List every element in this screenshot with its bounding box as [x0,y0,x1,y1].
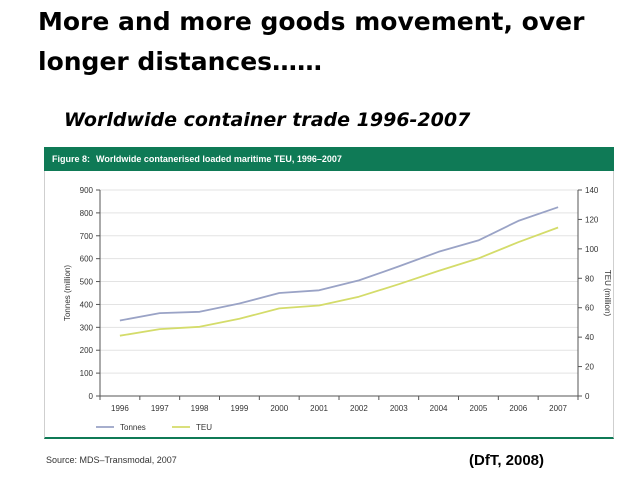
x-tick-label: 2000 [270,404,288,413]
line-chart: 0 100 200 300 400 500 600 700 800 900 0 20 40 60 80 100… [63,186,612,432]
y-tick-label-right: 40 [585,333,594,342]
slide-subtitle: Worldwide container trade 1996-2007 [64,109,471,131]
y-tick-label-left: 700 [80,232,94,241]
figure-source: Source: MDS–Transmodal, 2007 [46,455,177,465]
y-tick-label-left: 300 [80,323,94,332]
y-tick-label-left: 0 [89,392,94,401]
y-tick-label-left: 600 [80,255,94,264]
y-tick-label-left: 500 [80,278,94,287]
y-axis-title-right: TEU (million) [603,270,612,317]
x-tick-label: 2006 [509,404,527,413]
figure-frame [44,171,614,439]
y-tick-label-right: 120 [585,215,599,224]
citation: (DfT, 2008) [469,452,545,469]
legend-label: Tonnes [120,423,146,432]
y-tick-label-right: 140 [585,186,599,195]
y-tick-label-left: 100 [80,369,94,378]
x-tick-label: 2002 [350,404,368,413]
y-tick-label-right: 0 [585,392,590,401]
y-tick-label-right: 60 [585,304,594,313]
y-tick-label-left: 400 [80,300,94,309]
y-tick-label-left: 900 [80,186,94,195]
x-tick-label: 2005 [470,404,488,413]
y-tick-label-right: 100 [585,245,599,254]
figure-header: Figure 8: Worldwide contanerised loaded m… [44,147,614,171]
series-line-tonnes [119,206,559,322]
y-tick-label-right: 20 [585,363,594,372]
figure-label: Figure 8: [52,154,91,164]
x-tick-label: 1996 [111,404,129,413]
x-tick-label: 1998 [191,404,209,413]
y-axis-title-left: Tonnes (million) [63,265,72,321]
series-line-teu [119,226,559,337]
x-tick-label: 2007 [549,404,567,413]
legend-label: TEU [196,423,212,432]
y-tick-label-left: 200 [80,346,94,355]
figure-title: Worldwide contanerised loaded maritime T… [96,154,342,164]
x-tick-label: 1999 [231,404,249,413]
y-tick-label-left: 800 [80,209,94,218]
x-tick-label: 2004 [430,404,448,413]
x-tick-label: 2001 [310,404,328,413]
y-tick-label-right: 80 [585,274,594,283]
x-tick-label: 2003 [390,404,408,413]
slide-title: More and more goods movement, over longe… [38,7,585,76]
x-tick-label: 1997 [151,404,169,413]
